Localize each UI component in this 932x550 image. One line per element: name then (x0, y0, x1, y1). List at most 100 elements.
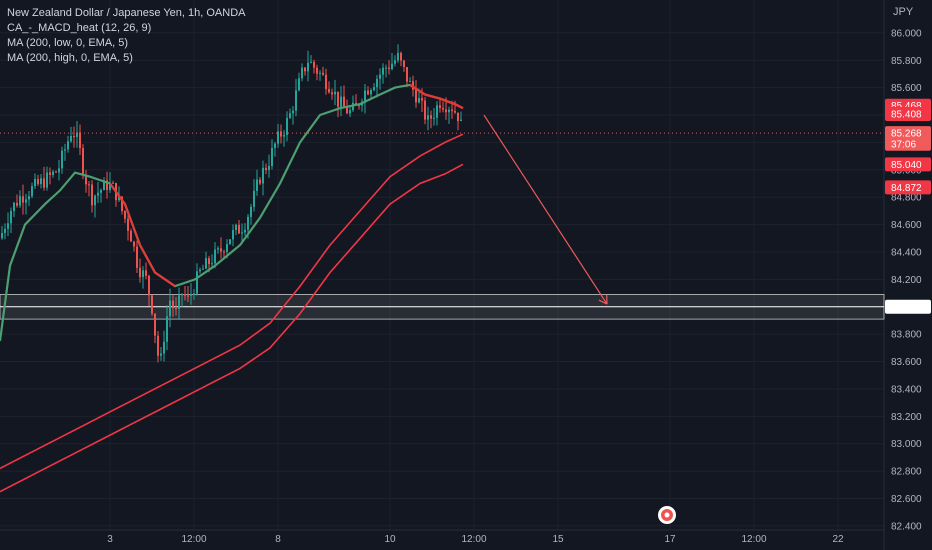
candle-up (241, 232, 243, 234)
candle-down (442, 108, 444, 110)
candle-up (190, 293, 192, 296)
candle-up (307, 62, 309, 72)
candle-down (343, 96, 345, 108)
candle-up (202, 268, 204, 270)
candle-down (451, 109, 453, 112)
candle-up (436, 105, 438, 118)
price-tag (885, 126, 931, 141)
candle-down (73, 135, 75, 138)
x-tick-label: 8 (275, 534, 281, 545)
price-tag-label: 84.000 (891, 302, 922, 313)
candle-up (169, 300, 171, 317)
x-tick-label: 22 (832, 534, 844, 545)
candle-up (28, 196, 30, 200)
candle-up (166, 316, 168, 342)
candle-up (418, 98, 420, 103)
candle-up (349, 110, 351, 114)
candle-down (325, 74, 327, 90)
candle-down (430, 115, 432, 119)
y-tick-label: 84.200 (891, 275, 922, 286)
candle-down (238, 224, 240, 234)
projection-arrow-head (598, 299, 608, 305)
candle-down (148, 275, 150, 296)
candle-down (133, 241, 135, 247)
candle-up (100, 190, 102, 193)
candle-up (235, 224, 237, 231)
candle-up (271, 147, 273, 167)
candle-up (286, 117, 288, 135)
candle-up (118, 196, 120, 201)
candle-up (160, 353, 162, 356)
candle-up (199, 269, 201, 272)
candle-up (229, 239, 231, 245)
candle-down (220, 248, 222, 252)
candle-down (415, 89, 417, 103)
y-tick-label: 84.400 (891, 247, 922, 258)
candle-down (259, 179, 261, 184)
candle-down (49, 172, 51, 175)
candle-up (109, 182, 111, 191)
candle-up (253, 190, 255, 207)
candle-up (298, 78, 300, 91)
price-tag-label: 85.268 (891, 129, 922, 140)
candle-up (274, 143, 276, 148)
y-tick-label: 84.800 (891, 193, 922, 204)
price-tag (885, 180, 931, 195)
candle-down (322, 72, 324, 75)
candle-up (58, 168, 60, 173)
candle-up (379, 74, 381, 79)
candle-up (409, 81, 411, 83)
candle-up (34, 178, 36, 187)
ma-low-line (0, 163, 464, 493)
candle-up (70, 135, 72, 142)
ma-fast-line-bearish (109, 182, 176, 288)
price-tag-label: 84.872 (891, 183, 922, 194)
candle-down (316, 67, 318, 74)
candle-up (394, 60, 396, 64)
y-tick-label: 83.000 (891, 439, 922, 450)
candle-up (292, 110, 294, 114)
price-tag-label: 85.040 (891, 160, 922, 171)
price-tag (885, 157, 931, 172)
x-tick-label: 3 (107, 534, 113, 545)
candle-down (328, 89, 330, 93)
candle-up (103, 180, 105, 191)
candle-up (214, 249, 216, 264)
candle-up (250, 206, 252, 217)
candle-up (277, 131, 279, 144)
price-tag-label: 85.468 (891, 101, 922, 112)
x-tick-label: 15 (552, 534, 564, 545)
currency-label: JPY (893, 6, 914, 18)
x-tick-label: 12:00 (741, 534, 766, 545)
candle-down (85, 174, 87, 185)
candle-up (178, 295, 180, 309)
candle-down (130, 230, 132, 242)
price-tag (885, 106, 931, 121)
candle-up (382, 67, 384, 75)
candle-up (373, 87, 375, 91)
candle-up (370, 90, 372, 95)
ma-fast-line (0, 83, 464, 342)
candle-up (289, 113, 291, 118)
candle-down (175, 308, 177, 310)
price-tag (885, 136, 931, 151)
candle-up (67, 141, 69, 150)
candle-up (1, 232, 3, 239)
legend-macd: CA_-_MACD_heat (12, 26, 9) (7, 22, 152, 34)
candle-up (4, 228, 6, 233)
legend-title: New Zealand Dollar / Japanese Yen, 1h, O… (7, 7, 246, 19)
candle-up (217, 248, 219, 250)
candle-down (127, 218, 129, 231)
candle-up (427, 115, 429, 120)
candle-up (340, 96, 342, 107)
candle-up (256, 179, 258, 191)
y-tick-label: 84.600 (891, 220, 922, 231)
candle-down (223, 251, 225, 253)
candle-up (376, 78, 378, 88)
candle-down (151, 295, 153, 314)
candle-down (454, 111, 456, 113)
candle-down (403, 60, 405, 67)
y-tick-label: 83.600 (891, 357, 922, 368)
